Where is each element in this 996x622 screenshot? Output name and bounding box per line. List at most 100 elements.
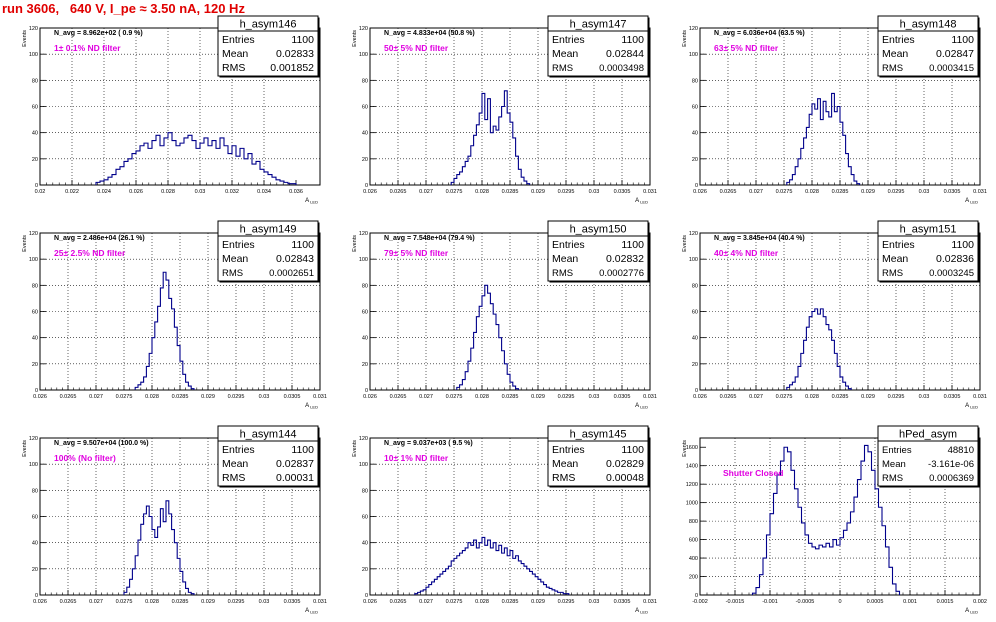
stats-box xyxy=(217,220,319,282)
y-tick-label: 40 xyxy=(32,336,38,342)
y-tick-label: 100 xyxy=(29,257,38,263)
y-tick-label: 200 xyxy=(689,575,698,581)
histogram-title: hPed_asym xyxy=(899,429,957,441)
histogram-title: h_asym151 xyxy=(900,224,957,236)
x-tick-label: 0.0285 xyxy=(172,599,189,605)
y-axis-label: Events xyxy=(22,440,28,457)
x-tick-label: 0.026 xyxy=(363,189,377,195)
y-tick-label: 1400 xyxy=(686,464,698,470)
stats-value: 0.0003498 xyxy=(599,63,644,74)
stats-value: 0.02829 xyxy=(606,458,644,470)
stats-key: Entries xyxy=(222,239,255,251)
histogram-series xyxy=(95,132,297,185)
x-tick-label: 0.031 xyxy=(643,189,657,195)
y-tick-label: 0 xyxy=(35,183,38,189)
x-tick-label: -0.001 xyxy=(762,599,778,605)
x-axis-label: A LED xyxy=(305,403,318,410)
x-tick-label: 0.029 xyxy=(201,599,215,605)
y-tick-label: 40 xyxy=(32,131,38,137)
x-tick-label: 0.028 xyxy=(145,599,159,605)
x-tick-label: 0.0295 xyxy=(228,599,245,605)
histogram-series xyxy=(134,271,195,390)
x-tick-label: 0.0285 xyxy=(502,599,519,605)
y-tick-label: 40 xyxy=(32,541,38,547)
x-tick-label: 0.0265 xyxy=(60,599,77,605)
histogram-panel: 0.026 0.0265 0.027 0.0275 0.028 0.0285 0.029 0.… xyxy=(682,15,987,205)
filter-label: 50± 5% ND filter xyxy=(384,43,449,53)
x-tick-label: 0.0305 xyxy=(614,394,631,400)
histogram-series xyxy=(456,284,519,390)
filter-label: 100% (No filter) xyxy=(54,453,116,463)
x-tick-label: -0.0005 xyxy=(796,599,815,605)
x-tick-label: 0.027 xyxy=(89,599,103,605)
y-tick-label: 100 xyxy=(29,462,38,468)
y-tick-label: 400 xyxy=(689,556,698,562)
x-axis-label: A LED xyxy=(965,403,978,410)
x-tick-label: 0.031 xyxy=(973,189,987,195)
run-title: run 3606, 640 V, I_pe ≈ 3.50 nA, 120 Hz xyxy=(2,1,245,16)
y-tick-label: 40 xyxy=(362,336,368,342)
x-tick-label: 0.0305 xyxy=(944,189,961,195)
x-tick-label: -0.002 xyxy=(692,599,708,605)
histogram-panel: 0.026 0.0265 0.027 0.0275 0.028 0.0285 0.029 0.… xyxy=(352,220,657,410)
y-tick-label: 40 xyxy=(692,131,698,137)
x-tick-label: 0.0265 xyxy=(390,394,407,400)
filter-label: 63± 5% ND filter xyxy=(714,43,779,53)
stats-value: 1100 xyxy=(291,34,314,46)
stats-value: 0.02844 xyxy=(606,48,644,60)
navg-label: N_avg = 2.486e+04 (26.1 %) xyxy=(54,235,145,242)
x-tick-label: 0.0275 xyxy=(116,394,133,400)
x-tick-label: 0.0305 xyxy=(944,394,961,400)
stats-box xyxy=(547,15,649,77)
stats-value: 1100 xyxy=(951,34,974,46)
x-tick-label: 0.026 xyxy=(129,189,143,195)
x-tick-label: 0.0285 xyxy=(172,394,189,400)
histogram-series xyxy=(786,92,861,185)
x-tick-label: 0.0305 xyxy=(614,599,631,605)
y-tick-label: 120 xyxy=(359,231,368,237)
x-tick-label: 0.027 xyxy=(419,394,433,400)
histogram-title: h_asym150 xyxy=(570,224,627,236)
y-axis-label: Events xyxy=(352,440,358,457)
histogram-title: h_asym146 xyxy=(240,19,297,31)
histogram-series xyxy=(414,536,570,595)
x-tick-label: 0.0295 xyxy=(888,394,905,400)
x-tick-label: 0.0265 xyxy=(60,394,77,400)
y-axis-label: Events xyxy=(22,235,28,252)
y-tick-label: 80 xyxy=(362,488,368,494)
x-tick-label: 0.0275 xyxy=(776,394,793,400)
histogram-panel: 0.026 0.0265 0.027 0.0275 0.028 0.0285 0.029 0.… xyxy=(352,15,657,205)
y-tick-label: 60 xyxy=(32,105,38,111)
x-tick-label: 0.0305 xyxy=(284,599,301,605)
stats-key: Mean xyxy=(222,48,248,60)
y-tick-label: 0 xyxy=(695,593,698,599)
stats-value: 0.0003415 xyxy=(929,63,974,74)
y-axis-label: Events xyxy=(682,30,688,47)
x-tick-label: 0.0295 xyxy=(888,189,905,195)
stats-key: Entries xyxy=(222,34,255,46)
y-tick-label: 0 xyxy=(365,388,368,394)
stats-key: Mean xyxy=(882,459,906,470)
y-tick-label: 120 xyxy=(29,231,38,237)
stats-key: Mean xyxy=(882,253,908,265)
x-tick-label: 0.0295 xyxy=(558,189,575,195)
x-tick-label: 0.029 xyxy=(531,394,545,400)
y-tick-label: 120 xyxy=(689,26,698,32)
x-tick-label: 0.024 xyxy=(97,189,111,195)
y-tick-label: 0 xyxy=(695,388,698,394)
stats-value: -3.161e-06 xyxy=(928,459,974,470)
x-tick-label: 0.03 xyxy=(919,189,930,195)
navg-label: N_avg = 4.833e+04 (50.8 %) xyxy=(384,30,475,37)
filter-label: 40± 4% ND filter xyxy=(714,248,779,258)
histogram-title: h_asym144 xyxy=(240,429,297,441)
x-tick-label: 0.03 xyxy=(919,394,930,400)
x-tick-label: 0.031 xyxy=(643,599,657,605)
x-tick-label: 0.0275 xyxy=(776,189,793,195)
x-axis-label: A LED xyxy=(305,608,318,615)
filter-label: 25± 2.5% ND filter xyxy=(54,248,126,258)
y-tick-label: 20 xyxy=(362,157,368,163)
x-tick-label: 0.027 xyxy=(749,189,763,195)
x-tick-label: 0.026 xyxy=(693,394,707,400)
stats-box xyxy=(217,15,319,77)
